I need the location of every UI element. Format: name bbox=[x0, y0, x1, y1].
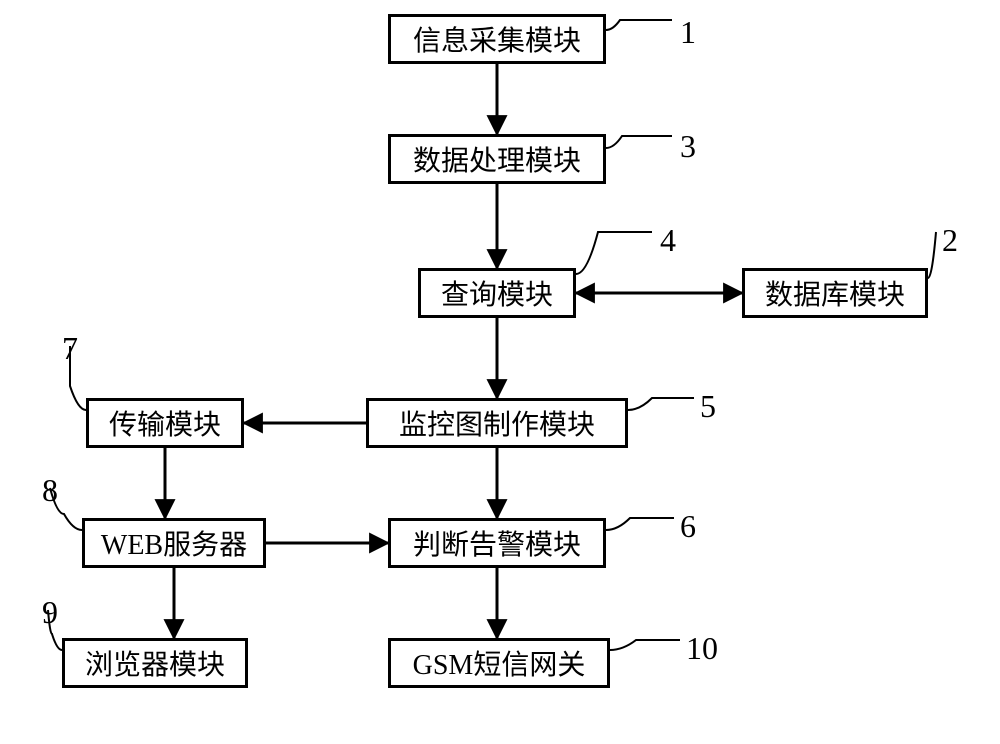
node-number-label: 9 bbox=[42, 594, 58, 630]
node-b7: 传输模块 bbox=[86, 398, 244, 448]
node-b8: WEB服务器 bbox=[82, 518, 266, 568]
node-number-b2: 2 bbox=[942, 222, 958, 259]
node-b3: 数据处理模块 bbox=[388, 134, 606, 184]
node-number-label: 10 bbox=[686, 630, 718, 666]
node-number-b9: 9 bbox=[42, 594, 58, 631]
node-number-label: 7 bbox=[62, 330, 78, 366]
node-b2: 数据库模块 bbox=[742, 268, 928, 318]
node-label: 监控图制作模块 bbox=[399, 403, 595, 443]
node-number-b3: 3 bbox=[680, 128, 696, 165]
node-number-label: 5 bbox=[700, 388, 716, 424]
diagram-canvas: 信息采集模块 1 数据处理模块 3 查询模块 4 数据库模块 2 监控图制作模块 5 传输模块 7 WE… bbox=[0, 0, 1000, 744]
node-label: GSM短信网关 bbox=[413, 643, 586, 683]
node-number-b5: 5 bbox=[700, 388, 716, 425]
node-number-label: 2 bbox=[942, 222, 958, 258]
node-number-label: 8 bbox=[42, 472, 58, 508]
node-number-b4: 4 bbox=[660, 222, 676, 259]
node-number-b7: 7 bbox=[62, 330, 78, 367]
node-b5: 监控图制作模块 bbox=[366, 398, 628, 448]
node-label: 数据处理模块 bbox=[413, 139, 581, 179]
node-number-label: 6 bbox=[680, 508, 696, 544]
connectors-layer bbox=[0, 0, 1000, 744]
node-b6: 判断告警模块 bbox=[388, 518, 606, 568]
node-number-b6: 6 bbox=[680, 508, 696, 545]
node-b4: 查询模块 bbox=[418, 268, 576, 318]
node-label: 查询模块 bbox=[441, 273, 553, 313]
node-label: 数据库模块 bbox=[765, 273, 905, 313]
node-label: 传输模块 bbox=[109, 403, 221, 443]
node-label: 信息采集模块 bbox=[413, 19, 581, 59]
node-number-label: 1 bbox=[680, 14, 696, 50]
node-number-b1: 1 bbox=[680, 14, 696, 51]
node-label: 判断告警模块 bbox=[413, 523, 581, 563]
node-label: 浏览器模块 bbox=[85, 643, 225, 683]
node-number-label: 4 bbox=[660, 222, 676, 258]
node-number-b8: 8 bbox=[42, 472, 58, 509]
node-b1: 信息采集模块 bbox=[388, 14, 606, 64]
node-label: WEB服务器 bbox=[101, 523, 247, 563]
node-b9: 浏览器模块 bbox=[62, 638, 248, 688]
node-b10: GSM短信网关 bbox=[388, 638, 610, 688]
node-number-b10: 10 bbox=[686, 630, 718, 667]
node-number-label: 3 bbox=[680, 128, 696, 164]
